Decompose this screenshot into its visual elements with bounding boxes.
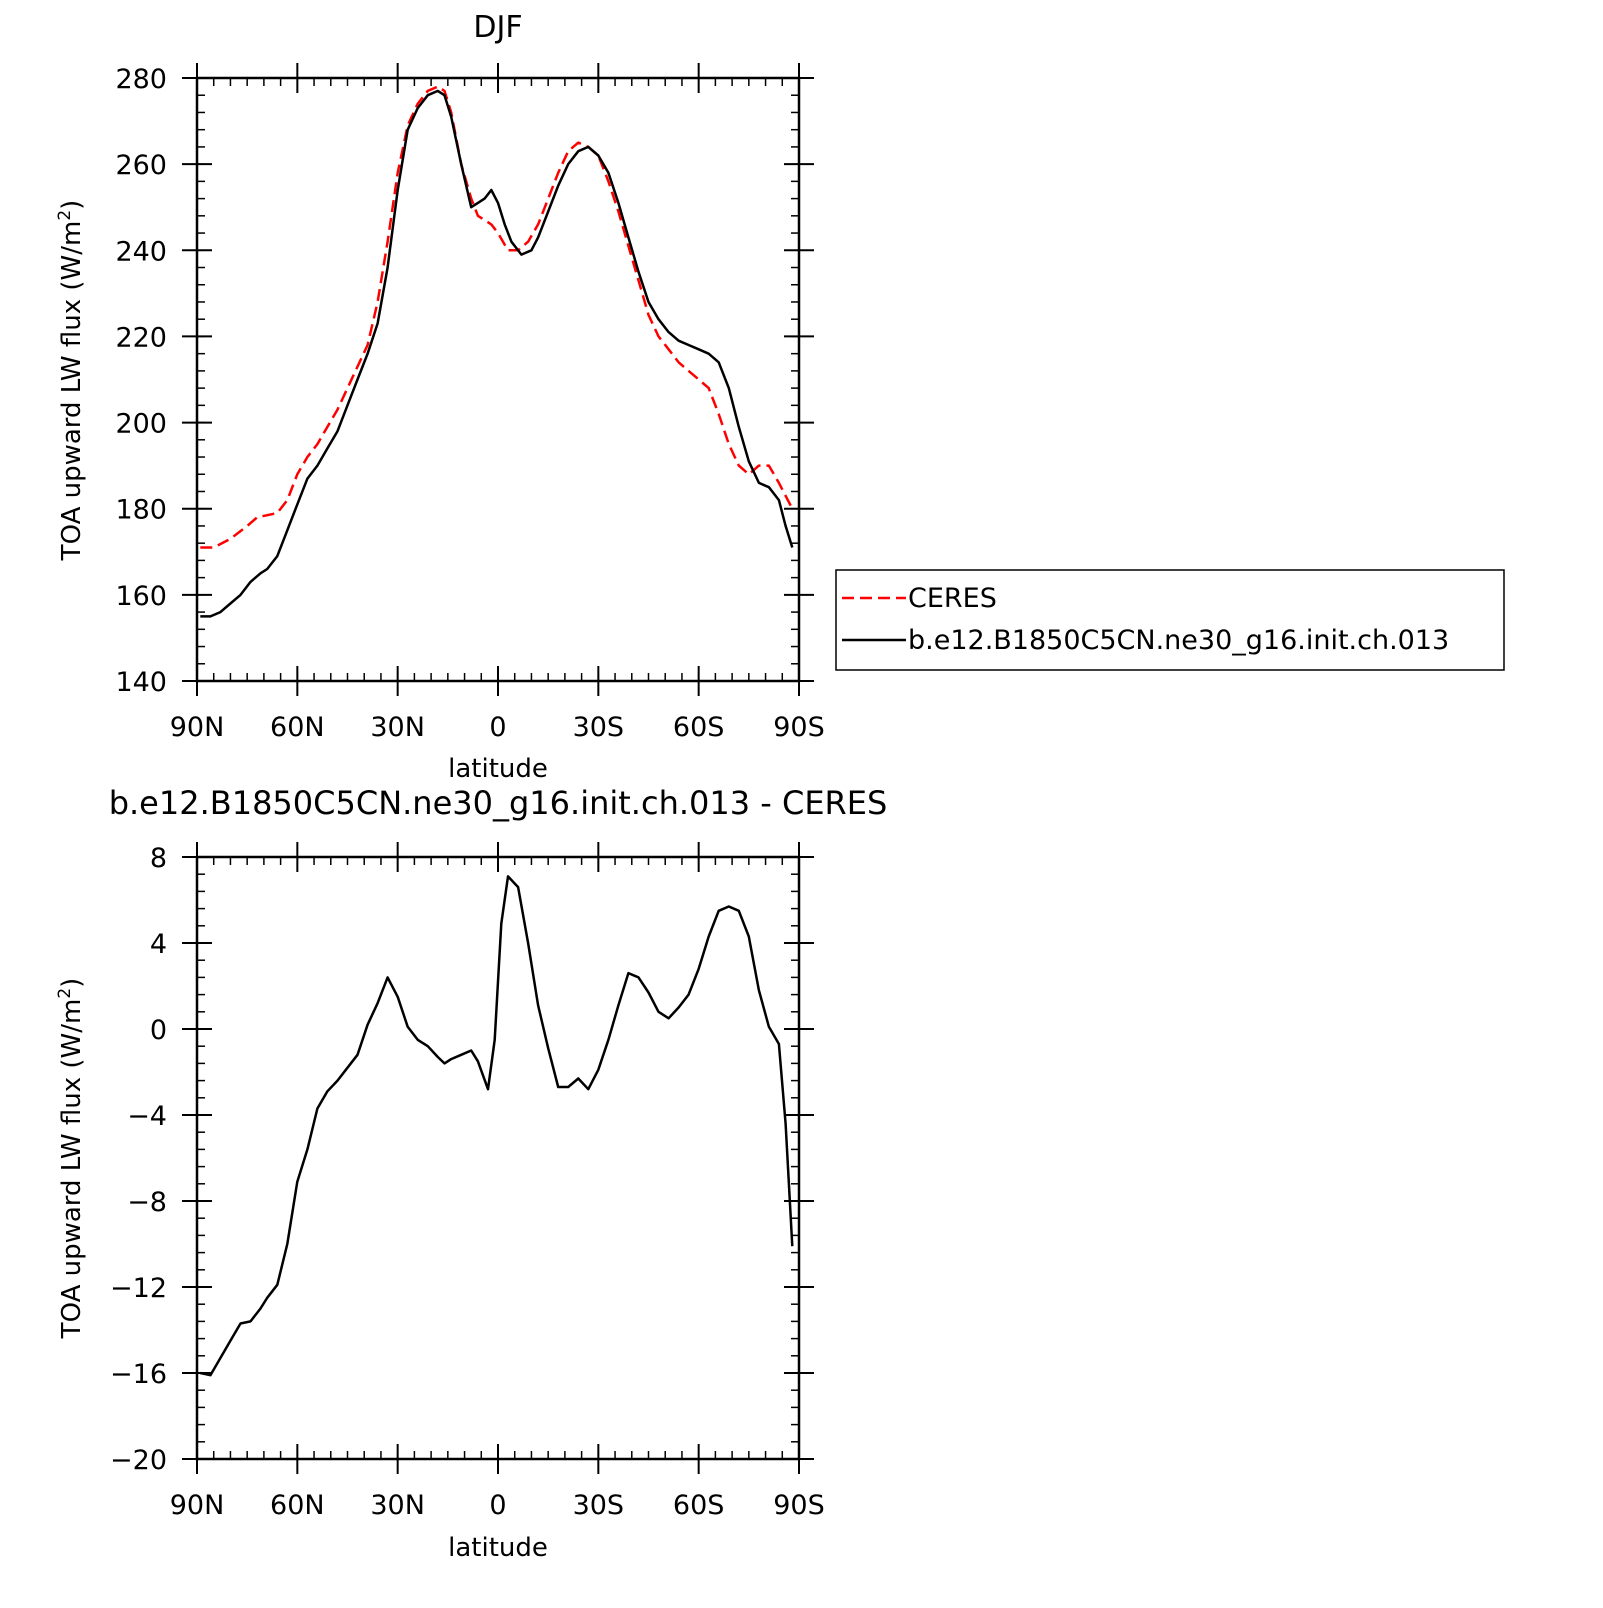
top-panel-title: DJF [473,10,522,45]
bottom-plot-area: 90N 60N 30N 0 30S 60S 90S −20 −16 −12 −8 −4 0 4 8 [110,842,825,1521]
bottom-x-tick-label: 60S [673,1490,725,1521]
bottom-x-tick-label: 30S [573,1490,625,1521]
top-y-tick-label: 180 [115,495,167,526]
top-series-line-0 [200,87,792,548]
bottom-panel: b.e12.B1850C5CN.ne30_g16.init.ch.013 - C… [55,784,887,1563]
bottom-y-tick-label: 0 [150,1015,167,1046]
bottom-x-tick-label: 30N [370,1490,425,1521]
bottom-yaxis-label-close: ) [57,978,87,988]
bottom-x-tick-label: 60N [270,1490,325,1521]
top-y-tick-label: 260 [115,150,167,181]
top-x-tick-label: 0 [489,712,506,743]
top-plot-frame [197,78,799,681]
top-x-tick-label: 30N [370,712,425,743]
top-y-tick-label: 240 [115,236,167,267]
bottom-xaxis-label: latitude [448,1533,548,1563]
bottom-plot-frame [197,857,799,1459]
bottom-yaxis-label: TOA upward LW flux (W/m2) [55,978,87,1340]
top-yaxis-label-text: TOA upward LW flux (W/m [57,221,87,562]
bottom-y-tick-label: −16 [110,1359,167,1390]
bottom-x-tick-label: 90S [773,1490,825,1521]
bottom-yaxis-label-sup: 2 [55,988,75,999]
top-y-tick-label: 160 [115,581,167,612]
bottom-y-tick-label: 8 [150,843,167,874]
bottom-y-tick-label: −8 [127,1187,167,1218]
top-yaxis-label-close: ) [57,200,87,210]
bottom-y-tick-label: −20 [110,1445,167,1476]
bottom-y-tick-label: −12 [110,1273,167,1304]
legend: CERES b.e12.B1850C5CN.ne30_g16.init.ch.0… [836,570,1504,670]
top-x-tick-label: 90S [773,712,825,743]
legend-label-ceres: CERES [908,583,997,614]
top-x-tick-label: 90N [170,712,225,743]
top-panel: DJF 90N 60N 30N 0 30S 60S 90S 140 160 180 200 220 24… [55,10,825,784]
top-y-tick-label: 140 [115,667,167,698]
top-xaxis-label: latitude [448,754,548,784]
bottom-x-tick-label: 0 [489,1490,506,1521]
top-y-tick-label: 280 [115,64,167,95]
top-plot-area: 90N 60N 30N 0 30S 60S 90S 140 160 180 200 220 240 260… [115,63,824,743]
legend-label-model: b.e12.B1850C5CN.ne30_g16.init.ch.013 [908,625,1449,656]
bottom-yaxis-label-text: TOA upward LW flux (W/m [57,999,87,1340]
top-x-tick-label: 60N [270,712,325,743]
bottom-x-tick-label: 90N [170,1490,225,1521]
bottom-panel-title: b.e12.B1850C5CN.ne30_g16.init.ch.013 - C… [109,784,888,822]
bottom-series-line-0 [200,876,792,1375]
top-x-tick-label: 30S [573,712,625,743]
top-series-line-1 [200,91,792,617]
top-x-tick-label: 60S [673,712,725,743]
top-y-tick-label: 200 [115,409,167,440]
bottom-y-tick-label: −4 [127,1101,167,1132]
bottom-y-tick-label: 4 [150,929,167,960]
top-y-tick-label: 220 [115,322,167,353]
top-yaxis-label: TOA upward LW flux (W/m2) [55,200,87,562]
top-yaxis-label-sup: 2 [55,210,75,221]
